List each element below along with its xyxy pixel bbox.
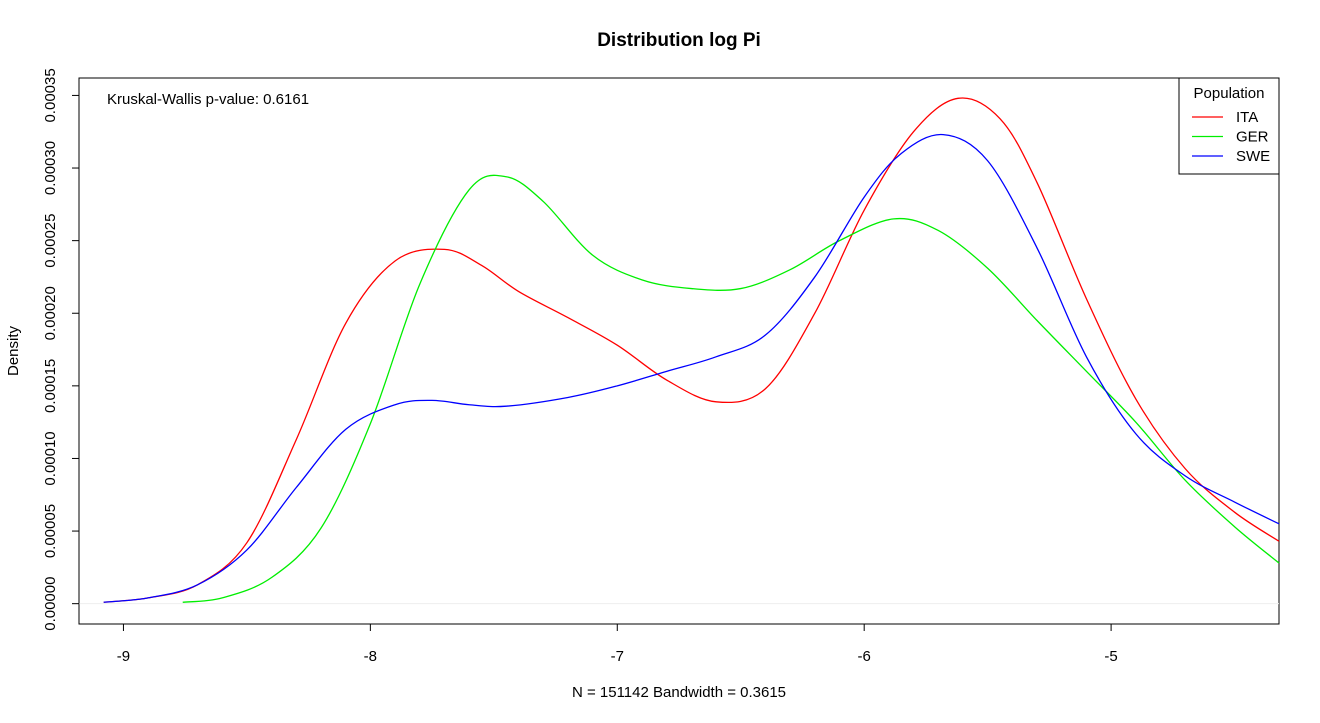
kruskal-wallis-annotation: Kruskal-Wallis p-value: 0.6161 (107, 91, 309, 108)
y-tick-label: 0.00010 (42, 431, 59, 485)
x-tick-label: -8 (364, 648, 377, 665)
legend-label-swe: SWE (1236, 148, 1270, 165)
series-lines (103, 97, 1280, 603)
chart-title: Distribution log Pi (597, 30, 761, 51)
y-tick-label: 0.00025 (42, 214, 59, 268)
series-line-ger (182, 174, 1280, 603)
y-tick-label: 0.00035 (42, 68, 59, 122)
y-tick-label: 0.00015 (42, 359, 59, 413)
x-tick-label: -5 (1104, 648, 1117, 665)
y-axis-label: Density (5, 325, 22, 376)
y-axis: 0.00000 0.00005 0.00010 0.00015 0.00020 0.000… (42, 68, 80, 631)
y-tick-label: 0.00020 (42, 286, 59, 340)
y-tick-label: 0.00000 (42, 577, 59, 631)
x-tick-label: -6 (858, 648, 871, 665)
plot-frame (78, 77, 1280, 625)
legend-label-ita: ITA (1236, 109, 1258, 126)
legend: Population ITA GER SWE (1178, 77, 1280, 175)
legend-box (1178, 77, 1280, 175)
y-tick-label: 0.00005 (42, 504, 59, 558)
y-tick-label: 0.00030 (42, 141, 59, 195)
legend-title: Population (1194, 85, 1265, 102)
x-axis: -9 -8 -7 -6 -5 (117, 623, 1118, 665)
x-tick-label: -9 (117, 648, 130, 665)
x-tick-label: -7 (611, 648, 624, 665)
series-line-swe (103, 133, 1280, 603)
series-line-ita (103, 97, 1280, 603)
x-axis-label: N = 151142 Bandwidth = 0.3615 (572, 684, 786, 701)
legend-label-ger: GER (1236, 129, 1269, 146)
